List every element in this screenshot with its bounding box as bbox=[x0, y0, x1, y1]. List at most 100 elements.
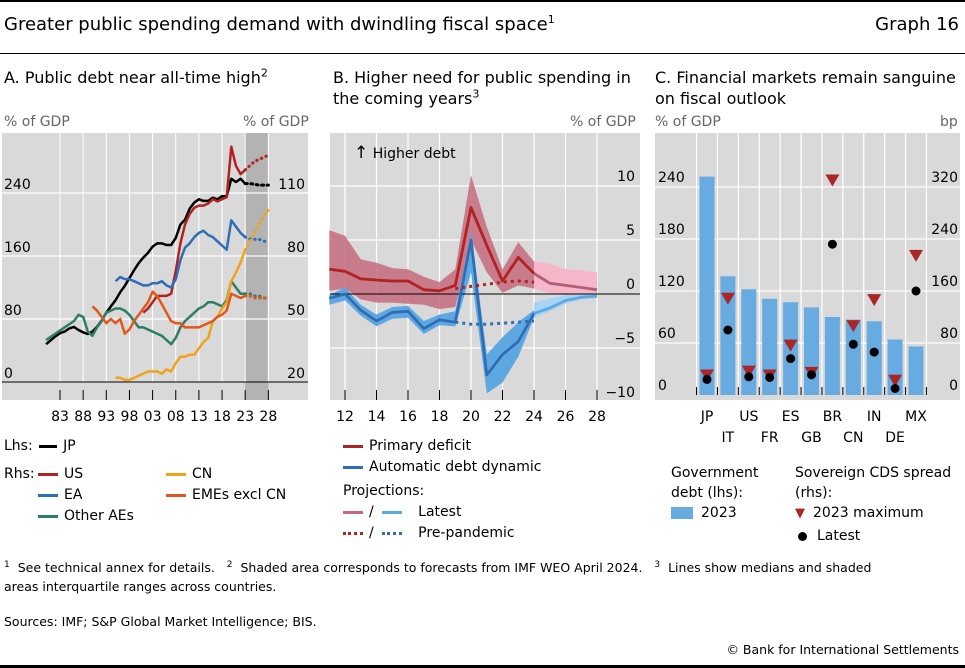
marker-latest-jp bbox=[702, 374, 712, 384]
x-tick-label: MX bbox=[905, 409, 927, 425]
x-tick-label: 93 bbox=[97, 409, 115, 425]
legend-a-lhs: Lhs: JP bbox=[4, 438, 76, 454]
bar-it bbox=[720, 276, 736, 395]
marker-latest-cn bbox=[848, 339, 858, 349]
x-tick-label: DE bbox=[885, 430, 905, 446]
x-tick-label: IN bbox=[867, 409, 882, 425]
panel-c-chart: 0 0 60 80 120 160 180 240 240 320 JP ITUSFRESGBBRCN… bbox=[655, 133, 960, 446]
panel-a-chart: 83 88 93 98 03 08 13 18 23 28 0 20 80 50 160 80 240 110 bbox=[2, 133, 308, 425]
y-tick-label-left: 240 bbox=[658, 170, 685, 186]
series-line-jp-projection- bbox=[243, 182, 270, 187]
x-tick-label: GB bbox=[801, 430, 821, 446]
y-tick-label-left: 160 bbox=[4, 240, 31, 256]
panel-b-chart: 12 14 16 18 20 22 24 26 28 −10 −5 0 5 10 bbox=[328, 133, 640, 425]
marker-max-mx bbox=[909, 249, 923, 262]
marker-latest-es bbox=[786, 354, 796, 364]
legend-a-rhs-label: Rhs: bbox=[4, 466, 35, 482]
marker-latest-fr bbox=[765, 372, 775, 382]
panel-a-rhs-unit: % of GDP bbox=[243, 114, 309, 130]
legend-item-us: US bbox=[38, 464, 83, 484]
x-tick-label: 08 bbox=[167, 409, 185, 425]
y-tick-label-right: 80 bbox=[940, 326, 958, 342]
y-tick-label-left: 180 bbox=[658, 222, 685, 238]
legend-item-primary-deficit: Primary deficit bbox=[343, 436, 471, 456]
x-tick-label: FR bbox=[761, 430, 779, 446]
marker-max-in bbox=[867, 294, 882, 307]
triangle-down-icon: ▼ bbox=[795, 506, 805, 521]
marker-max-de bbox=[888, 374, 903, 387]
median-line-primary-deficit bbox=[329, 206, 536, 293]
forecast-shaded-area bbox=[245, 133, 269, 400]
bar-br bbox=[824, 317, 840, 395]
marker-max-us bbox=[741, 365, 756, 378]
x-tick-label: JP bbox=[700, 409, 714, 425]
graph-number: Graph 16 bbox=[875, 14, 959, 35]
marker-latest-de bbox=[890, 384, 900, 393]
median-line-automatic-debt-dynamic bbox=[328, 238, 536, 377]
legend-item-latest: / Latest bbox=[343, 502, 461, 522]
marker-latest-mx bbox=[911, 286, 921, 296]
y-tick-label-right: 160 bbox=[931, 274, 958, 290]
series-line-cn bbox=[115, 249, 247, 382]
series-line-us bbox=[142, 145, 247, 314]
iqr-band-automatic-debt-dynamic-projection-latest- bbox=[534, 292, 597, 318]
marker-latest-it bbox=[723, 325, 733, 335]
panel-c-lhs-unit: % of GDP bbox=[655, 114, 721, 130]
x-tick-label: ES bbox=[782, 409, 800, 425]
y-tick-label: 10 bbox=[617, 169, 635, 185]
legend-item-automatic-debt: Automatic debt dynamic bbox=[343, 457, 541, 477]
legend-projections-label: Projections: bbox=[343, 483, 425, 499]
marker-max-it bbox=[720, 292, 735, 305]
panel-b-unit: % of GDP bbox=[570, 114, 636, 130]
top-rule bbox=[0, 0, 965, 2]
graph-title: Greater public spending demand with dwin… bbox=[4, 13, 555, 35]
x-tick-label: 18 bbox=[431, 409, 449, 425]
legend-c-debt-heading: Government debt (lhs): bbox=[671, 465, 759, 501]
legend-item-debt-2023: 2023 bbox=[671, 503, 737, 523]
bar-in bbox=[866, 321, 882, 395]
marker-max-br bbox=[825, 174, 840, 187]
legend-item-cds-max: ▼ 2023 maximum bbox=[795, 505, 924, 521]
panel-b-title: B. Higher need for public spending in the… bbox=[333, 68, 631, 108]
y-tick-label-right: 110 bbox=[278, 177, 305, 193]
y-tick-label-left: 60 bbox=[658, 326, 676, 342]
x-tick-label: CN bbox=[843, 430, 863, 446]
x-tick-label: 98 bbox=[121, 409, 139, 425]
y-tick-label-right: 50 bbox=[287, 303, 305, 319]
projection-line-ea bbox=[243, 235, 270, 243]
y-tick-label-left: 0 bbox=[658, 378, 667, 394]
bar-jp bbox=[699, 176, 715, 395]
legend-item-emes: EMEs excl CN bbox=[166, 485, 286, 505]
x-tick-label: 20 bbox=[462, 409, 480, 425]
y-tick-label-right: 320 bbox=[931, 170, 958, 186]
legend-item-cds-latest: Latest bbox=[795, 526, 860, 546]
bottom-rule bbox=[0, 665, 965, 668]
x-tick-label: 26 bbox=[557, 409, 575, 425]
bar-cn bbox=[845, 319, 861, 395]
projection-line-cn bbox=[243, 208, 270, 252]
marker-max-cn bbox=[846, 320, 861, 333]
header-rule bbox=[0, 53, 965, 54]
x-tick-label: 22 bbox=[494, 409, 512, 425]
projection-line-us bbox=[243, 153, 270, 172]
dot-icon bbox=[798, 531, 807, 541]
y-tick-label: −10 bbox=[605, 385, 635, 401]
y-tick-label-right: 80 bbox=[287, 240, 305, 256]
bar-de bbox=[887, 339, 903, 395]
median-line-primary-deficit-projection-latest- bbox=[533, 272, 598, 292]
y-tick-label-right: 20 bbox=[287, 366, 305, 382]
bar-gb bbox=[804, 307, 819, 395]
series-line-ea bbox=[114, 219, 247, 289]
panel-c-rhs-unit: bp bbox=[940, 114, 958, 130]
x-tick-label: 23 bbox=[236, 409, 254, 425]
y-tick-label-left: 240 bbox=[4, 177, 31, 193]
series-line-other-aes bbox=[45, 279, 246, 346]
y-tick-label-left: 0 bbox=[4, 366, 13, 382]
legend-item-other-aes: Other AEs bbox=[38, 506, 134, 526]
y-tick-label: −5 bbox=[614, 331, 635, 347]
x-tick-label: 88 bbox=[74, 409, 92, 425]
median-line-automatic-debt-dynamic-projection-latest- bbox=[533, 294, 598, 315]
y-tick-label-right: 240 bbox=[931, 222, 958, 238]
x-tick-label: 14 bbox=[368, 409, 386, 425]
panel-c-title: C. Financial markets remain sanguine on f… bbox=[655, 68, 956, 108]
